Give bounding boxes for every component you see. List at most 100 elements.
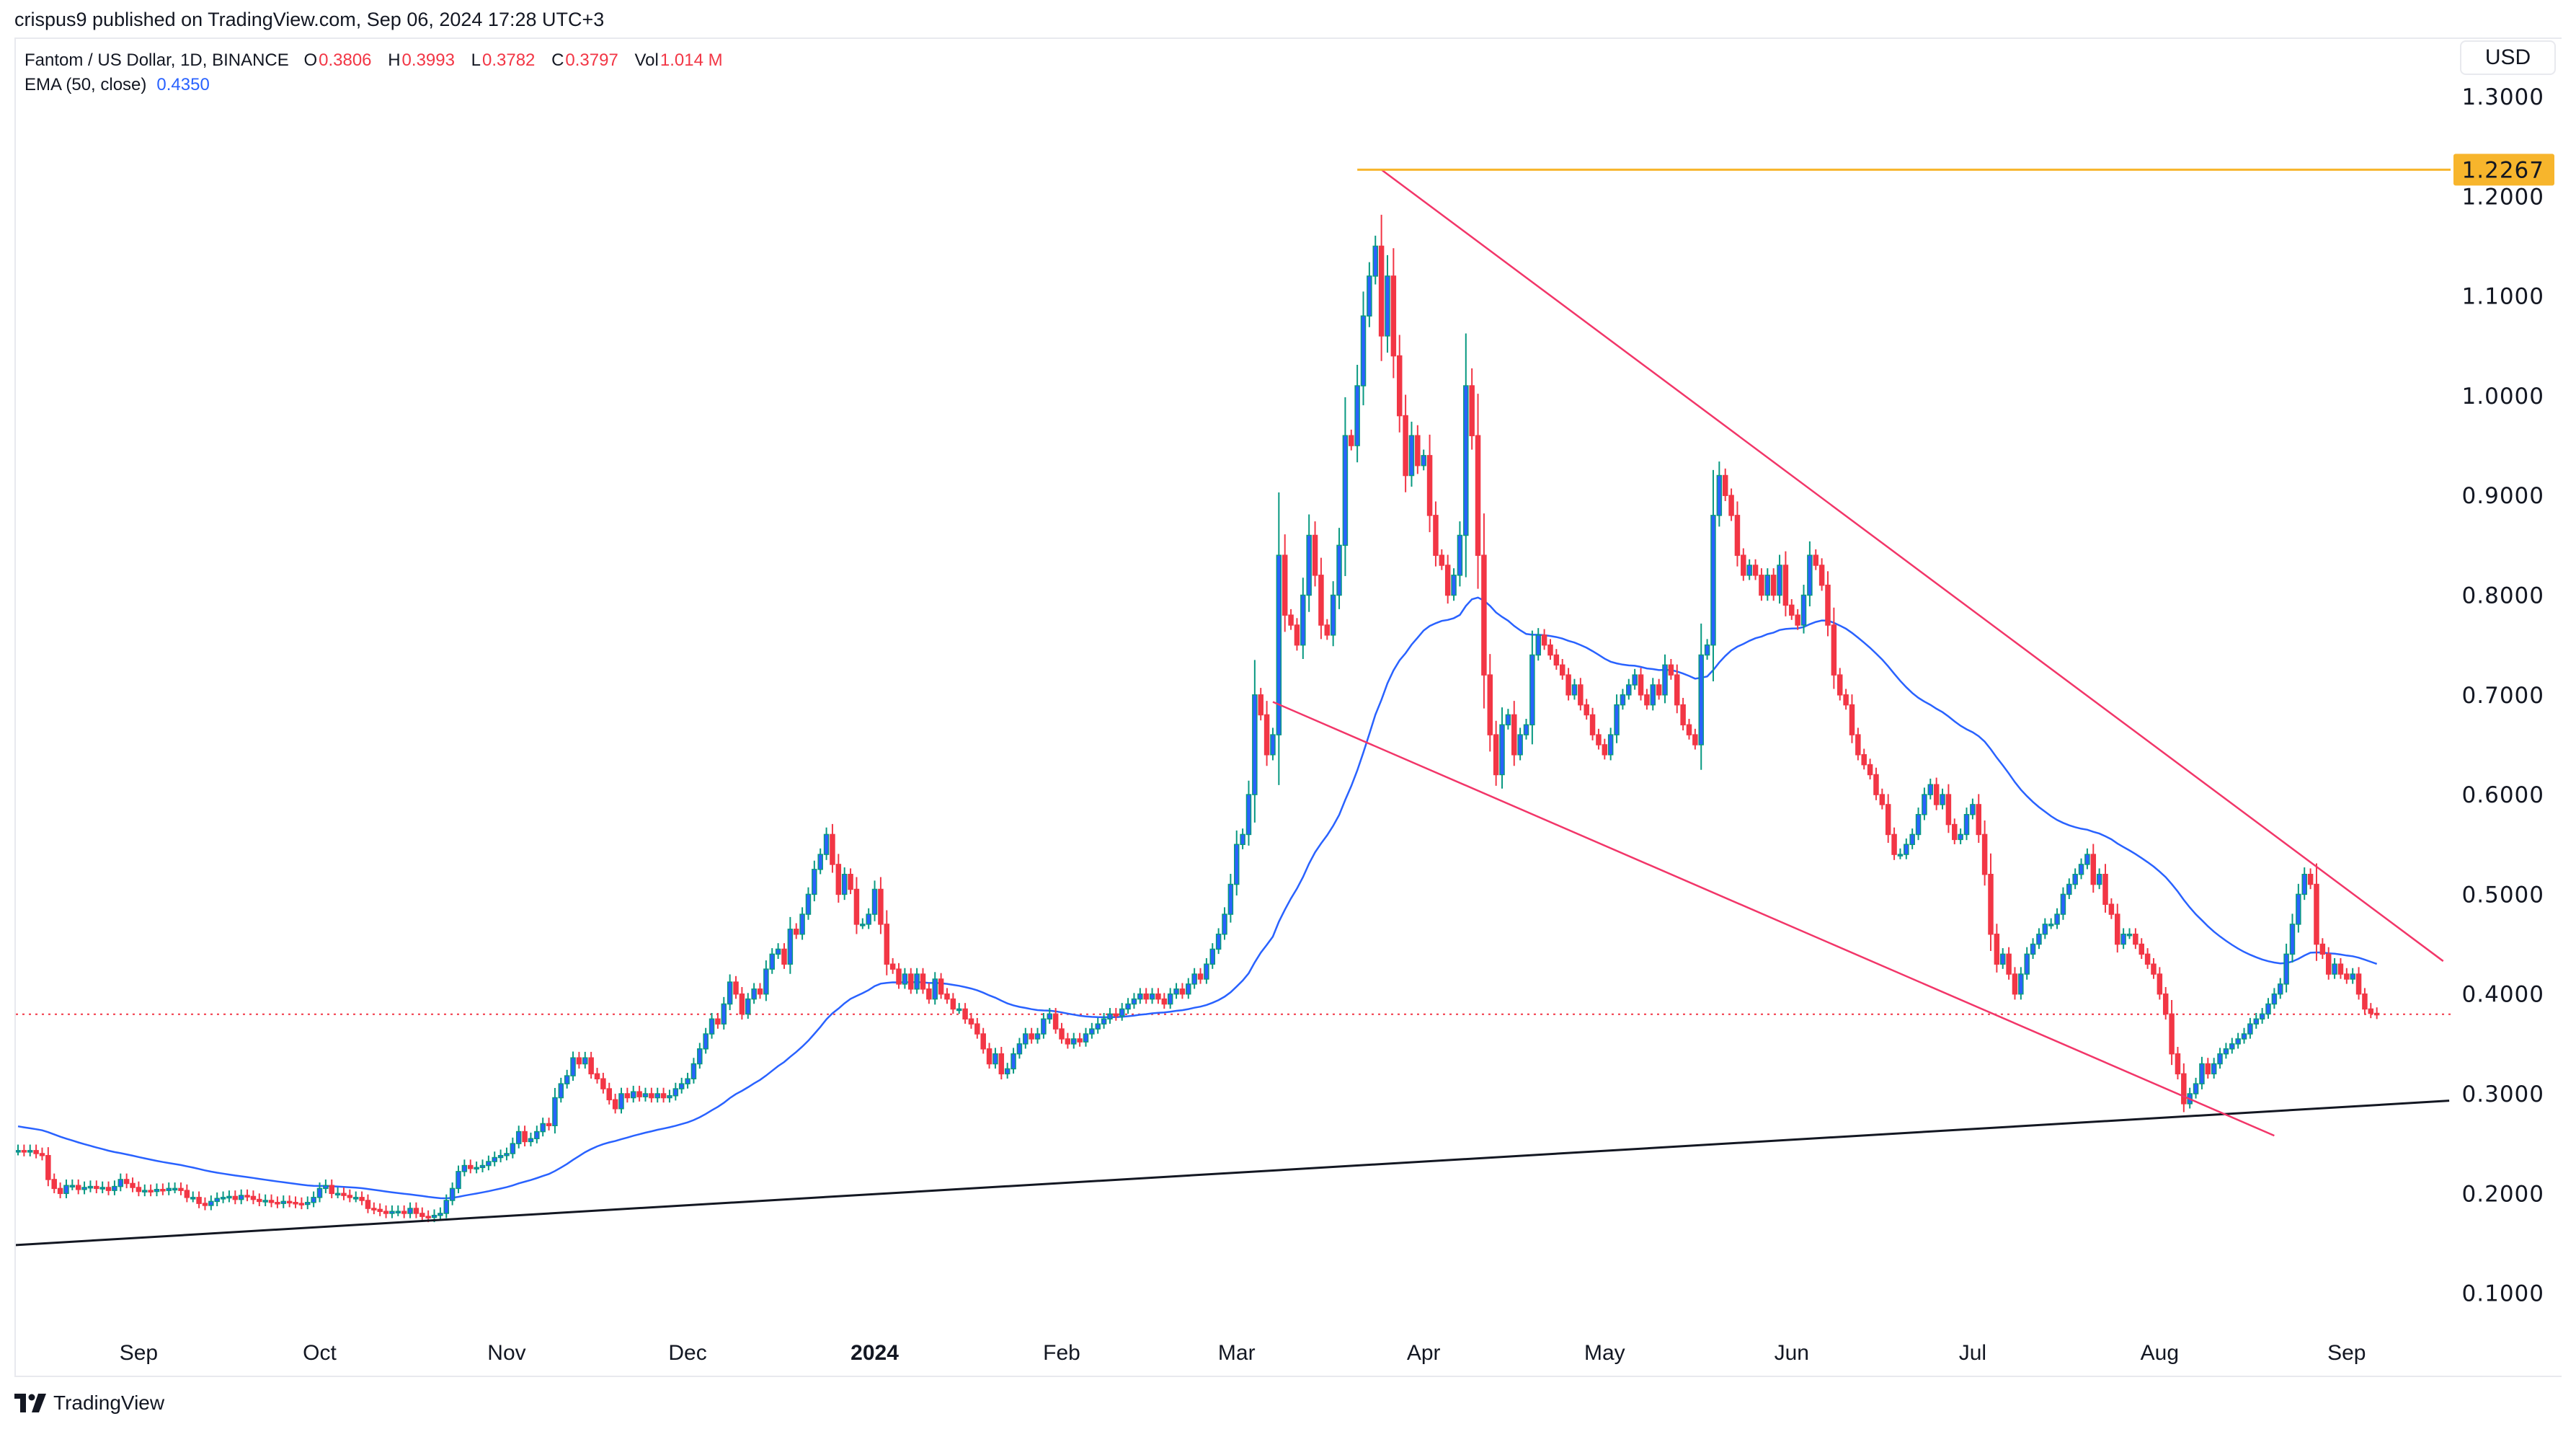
candle-body-down: [1396, 355, 1403, 417]
symbol-name[interactable]: Fantom / US Dollar, 1D, BINANCE: [25, 50, 289, 70]
candle-body-up: [799, 913, 805, 935]
candle: [105, 1181, 112, 1195]
candle: [438, 1207, 443, 1221]
candle: [1668, 659, 1674, 680]
candle: [1789, 599, 1795, 620]
candle: [649, 1087, 654, 1103]
candle: [1958, 828, 1963, 844]
candle: [2362, 988, 2368, 1014]
candle-body-down: [1312, 534, 1318, 576]
tradingview-brand[interactable]: TradingView: [53, 1392, 165, 1414]
candle-body-up: [685, 1078, 690, 1084]
candle-body-up: [214, 1198, 220, 1203]
candle-body-up: [515, 1131, 522, 1144]
candle: [1861, 748, 1867, 770]
candle-body-down: [2307, 873, 2314, 885]
candle-body-down: [974, 1023, 980, 1035]
candle: [1813, 549, 1819, 570]
candle-body-down: [2157, 973, 2163, 995]
candle-body-down: [401, 1211, 407, 1214]
x-tick-label: Sep: [120, 1341, 158, 1365]
candle: [1855, 727, 1861, 761]
candle: [1849, 694, 1855, 743]
candle: [600, 1072, 606, 1094]
candle-body-down: [546, 1123, 552, 1127]
candle: [660, 1087, 667, 1103]
candle: [1927, 778, 1934, 800]
candle-body-up: [2350, 973, 2355, 980]
candle-body-up: [1704, 644, 1710, 656]
upper-trendline[interactable]: [1380, 169, 2444, 963]
candle: [2332, 957, 2337, 979]
candle: [371, 1202, 377, 1215]
candle: [1674, 664, 1680, 714]
candle-body-down: [1994, 933, 2000, 965]
candle-body-down: [1487, 674, 1493, 735]
candle-body-down: [1734, 515, 1741, 556]
candle: [1390, 248, 1397, 379]
candle: [1620, 689, 1626, 710]
candle: [81, 1181, 87, 1195]
support-trendline[interactable]: [12, 1100, 2450, 1247]
candle-body-up: [2301, 873, 2307, 895]
y-tick-label: 0.5000: [2462, 882, 2544, 908]
candle: [1270, 727, 1276, 761]
candle-body-down: [2314, 883, 2319, 945]
lower-trendline[interactable]: [1272, 701, 2275, 1137]
candle-body-down: [624, 1093, 631, 1099]
candle: [902, 968, 908, 989]
candle-body-up: [1071, 1038, 1077, 1045]
candle: [1252, 660, 1258, 823]
candle: [51, 1173, 57, 1194]
candle-body-up: [262, 1200, 268, 1203]
candle: [1940, 788, 1945, 810]
candle-body-down: [1752, 565, 1759, 576]
candle-body-up: [1662, 664, 1668, 696]
candle: [1909, 828, 1915, 849]
candle-body-down: [136, 1187, 142, 1193]
candle-body-down: [51, 1179, 57, 1190]
candle: [2169, 999, 2175, 1066]
candle-body-up: [1499, 724, 1505, 776]
candle: [1209, 943, 1216, 969]
candle-body-down: [878, 888, 884, 925]
x-tick-label: 2024: [850, 1341, 899, 1365]
candle-body-up: [1746, 565, 1752, 576]
candle-body-up: [2223, 1048, 2229, 1055]
candle-body-down: [1475, 435, 1481, 556]
candle: [1922, 787, 1927, 820]
candle-body-down: [636, 1091, 642, 1097]
candle: [298, 1197, 305, 1210]
candle: [944, 988, 950, 1004]
candle-body-up: [745, 998, 751, 1015]
candle: [504, 1147, 510, 1161]
candle-body-up: [1300, 594, 1306, 646]
candle: [1843, 689, 1849, 710]
candle-body-up: [721, 1003, 727, 1025]
candle-body-down: [178, 1187, 184, 1191]
candle: [871, 880, 878, 921]
candle: [1945, 784, 1952, 833]
candle: [1071, 1032, 1077, 1049]
ema-label[interactable]: EMA (50, close): [25, 75, 147, 94]
candle-body-up: [1909, 833, 1915, 846]
candle: [1149, 988, 1155, 1004]
candle-body-down: [105, 1187, 112, 1191]
candle: [1981, 820, 1988, 886]
candle: [1451, 568, 1457, 601]
candle: [1354, 365, 1360, 463]
candle: [1565, 668, 1571, 701]
candle-body-up: [1083, 1033, 1089, 1043]
candle: [1342, 397, 1349, 576]
currency-button[interactable]: USD: [2460, 40, 2556, 75]
candle: [178, 1182, 184, 1195]
candle: [352, 1191, 359, 1203]
candle: [123, 1173, 130, 1189]
candle-body-up: [914, 973, 920, 990]
candle: [570, 1051, 576, 1081]
candle: [1421, 449, 1426, 471]
candle-body-down: [522, 1131, 528, 1143]
candle-body-down: [715, 1018, 721, 1025]
candle-body-down: [383, 1211, 389, 1214]
